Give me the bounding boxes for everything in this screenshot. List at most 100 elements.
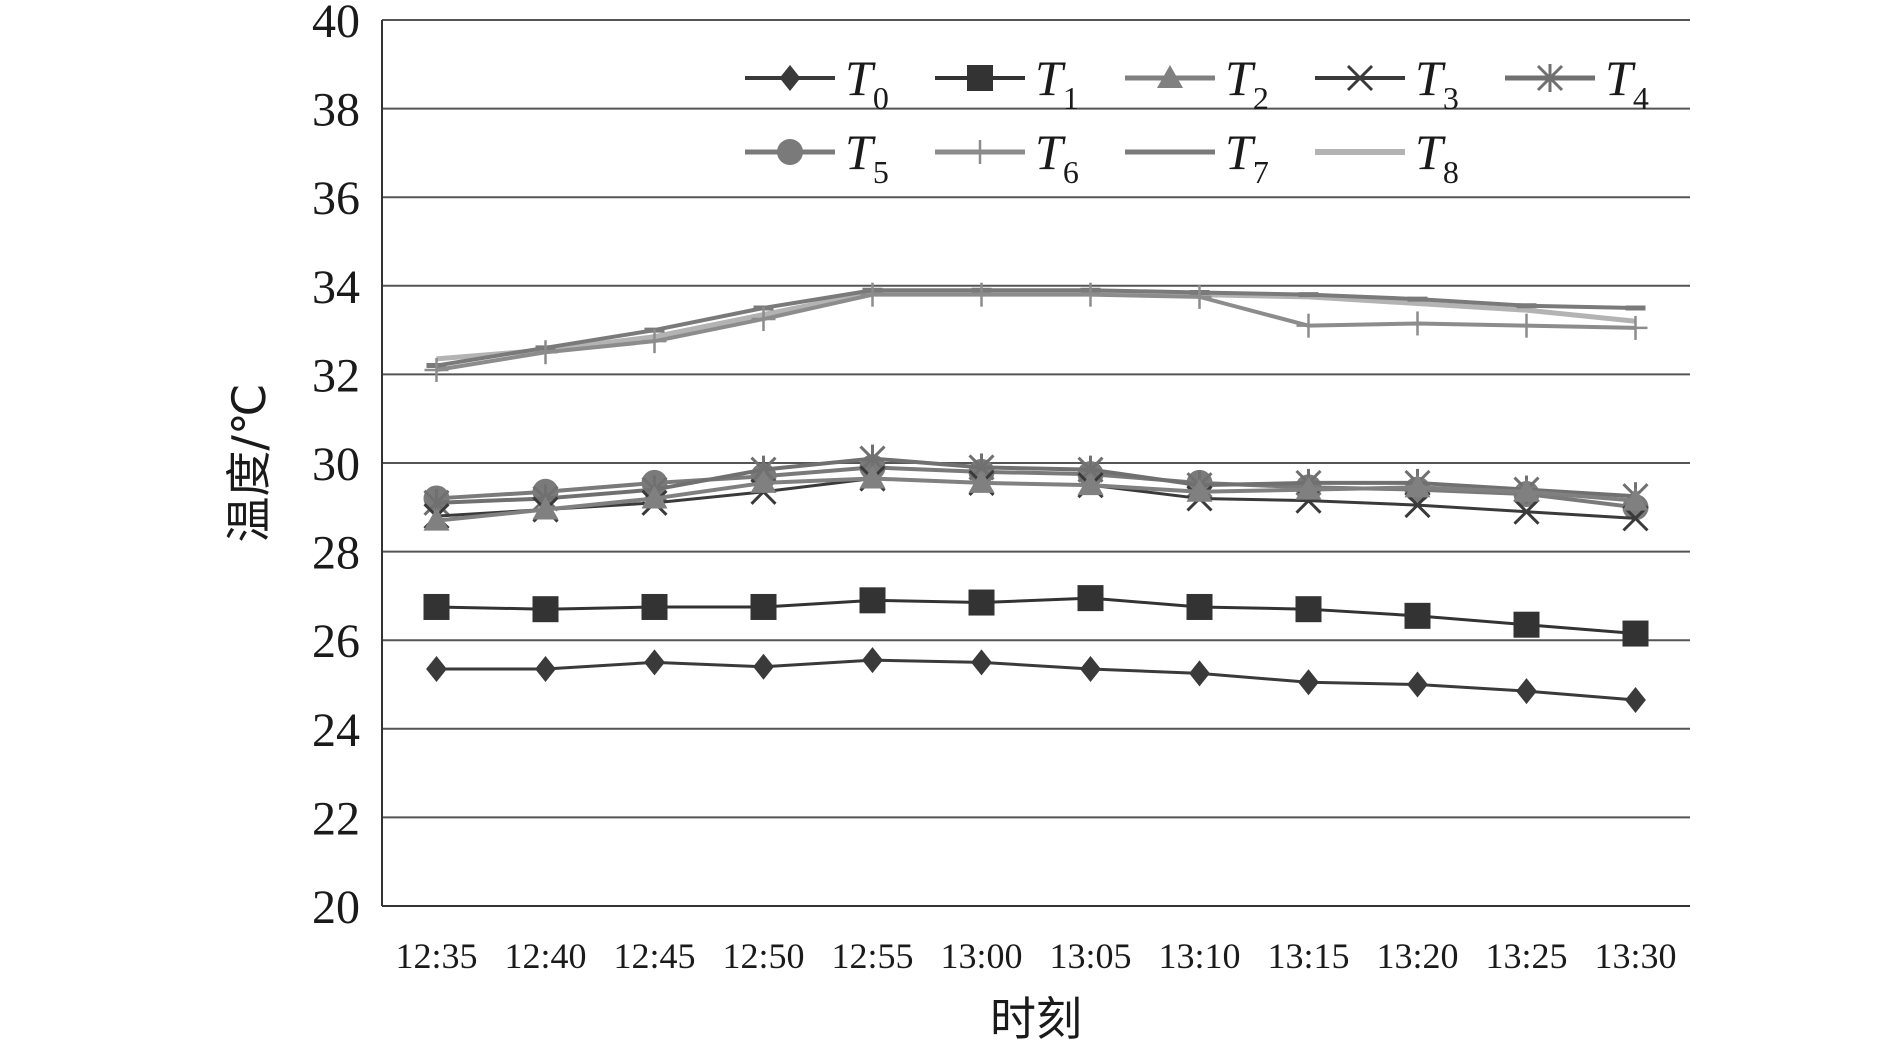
- x-tick-labels: 12:35 12:40 12:45 12:50 12:55 13:00 13:05 13:10…: [395, 936, 1676, 976]
- x-tick-1325: 13:25: [1485, 936, 1567, 976]
- point-t2-0: [423, 507, 450, 531]
- legend-marker-t0: [779, 65, 801, 91]
- point-t6-11: [1623, 315, 1648, 340]
- series-line-t7: [436, 288, 1636, 368]
- x-tick-1300: 13:00: [940, 936, 1022, 976]
- y-axis-title: 温度/℃: [222, 383, 276, 542]
- legend-marker-t5: [777, 139, 803, 165]
- point-t0-7: [1189, 660, 1210, 687]
- point-t1-2: [641, 593, 668, 620]
- legend: T0 T1 T2 T3 T4 T5 T6 T7 T8: [745, 50, 1649, 190]
- point-t2-6: [1077, 472, 1104, 496]
- legend-item-t8: T8: [1315, 124, 1459, 190]
- legend-marker-t4: [1536, 64, 1564, 92]
- legend-label-t0: T0: [845, 50, 889, 116]
- point-t1-6: [1077, 585, 1104, 612]
- y-tick-20: 20: [312, 881, 360, 934]
- point-t0-6: [1080, 655, 1101, 682]
- x-tick-1330: 13:30: [1594, 936, 1676, 976]
- legend-label-t6: T6: [1035, 124, 1079, 190]
- x-tick-1320: 13:20: [1376, 936, 1458, 976]
- point-t2-3: [750, 469, 777, 493]
- legend-item-t3: T3: [1315, 50, 1459, 116]
- series-t1: [423, 585, 1649, 647]
- gridlines: [382, 19, 1690, 907]
- legend-item-t2: T2: [1125, 50, 1269, 116]
- x-tick-1240: 12:40: [504, 936, 586, 976]
- y-tick-40: 40: [312, 0, 360, 48]
- point-t0-1: [535, 655, 556, 682]
- point-t2-2: [641, 485, 668, 509]
- point-t0-0: [426, 655, 447, 682]
- point-t2-11: [1622, 487, 1649, 511]
- legend-item-t7: T7: [1125, 124, 1269, 190]
- legend-item-t6: T6: [935, 124, 1079, 190]
- point-t1-0: [423, 593, 450, 620]
- point-t0-4: [862, 647, 883, 674]
- series-t2: [423, 465, 1649, 531]
- series-t6: [424, 282, 1648, 382]
- y-tick-38: 38: [312, 84, 360, 137]
- series-line-t6: [436, 292, 1636, 372]
- point-t2-10: [1513, 478, 1540, 502]
- x-tick-1315: 13:15: [1267, 936, 1349, 976]
- series-t3: [423, 465, 1649, 532]
- x-tick-1235: 12:35: [395, 936, 477, 976]
- point-t3-10: [1513, 498, 1540, 525]
- point-t1-8: [1295, 596, 1322, 623]
- x-axis-title: 时刻: [990, 992, 1082, 1045]
- y-tick-30: 30: [312, 438, 360, 491]
- axes: [381, 20, 1690, 907]
- y-tick-24: 24: [312, 704, 360, 757]
- legend-label-t3: T3: [1415, 50, 1459, 116]
- point-t1-7: [1186, 593, 1213, 620]
- series-line-t8: [436, 289, 1636, 362]
- legend-marker-t2: [1157, 65, 1183, 88]
- legend-label-t8: T8: [1415, 124, 1459, 190]
- point-t2-1: [532, 496, 559, 520]
- legend-marker-t6: [968, 140, 992, 164]
- point-t2-9: [1404, 474, 1431, 498]
- legend-label-t5: T5: [845, 124, 889, 190]
- series-line-t4: [436, 456, 1636, 505]
- legend-item-t4: T4: [1505, 50, 1649, 116]
- y-tick-32: 32: [312, 349, 360, 402]
- legend-label-t7: T7: [1225, 124, 1269, 190]
- legend-item-t5: T5: [745, 124, 889, 190]
- point-t0-9: [1407, 671, 1428, 698]
- point-t0-10: [1516, 678, 1537, 705]
- point-t6-2: [642, 329, 667, 354]
- x-tick-1245: 12:45: [613, 936, 695, 976]
- y-tick-26: 26: [312, 615, 360, 668]
- series-line-t0: [436, 658, 1636, 702]
- legend-label-t2: T2: [1225, 50, 1269, 116]
- point-t6-4: [860, 282, 885, 307]
- series-t7: [426, 287, 1646, 369]
- point-t6-0: [424, 357, 449, 382]
- legend-marker-t1: [967, 65, 993, 91]
- legend-marker-t3: [1346, 64, 1374, 92]
- point-t2-8: [1295, 476, 1322, 500]
- point-t1-1: [532, 596, 559, 623]
- point-t0-3: [753, 653, 774, 680]
- legend-label-t4: T4: [1605, 50, 1649, 116]
- series-line-t5: [436, 465, 1636, 510]
- point-t2-5: [968, 469, 995, 493]
- point-t6-7: [1187, 284, 1212, 309]
- point-t6-6: [1078, 282, 1103, 307]
- point-t0-8: [1298, 669, 1319, 696]
- x-tick-1250: 12:50: [722, 936, 804, 976]
- point-t1-9: [1404, 602, 1431, 629]
- y-tick-labels: 20 22 24 26 28 30 32 34 36 38 40: [312, 0, 360, 934]
- point-t1-5: [968, 589, 995, 616]
- y-tick-36: 36: [312, 172, 360, 225]
- point-t6-1: [533, 340, 558, 365]
- point-t1-10: [1513, 611, 1540, 638]
- y-tick-22: 22: [312, 792, 360, 845]
- legend-label-t1: T1: [1035, 50, 1079, 116]
- series-line-t2: [436, 476, 1636, 523]
- plot-area: [423, 282, 1649, 714]
- point-t0-11: [1625, 687, 1646, 714]
- point-t6-10: [1514, 313, 1539, 338]
